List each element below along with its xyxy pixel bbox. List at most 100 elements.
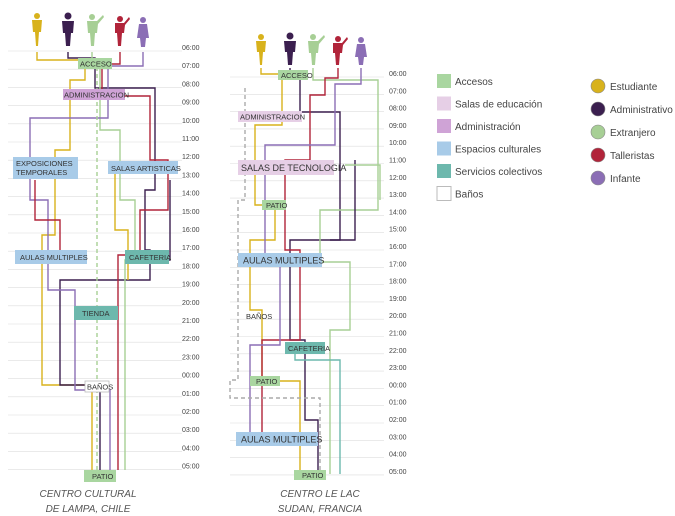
legend-label: Estudiante	[610, 82, 658, 93]
time-tick-label: 17:00	[389, 261, 407, 268]
student-figure-icon	[256, 34, 266, 65]
flow-line	[345, 164, 381, 200]
time-tick-label: 04:00	[182, 445, 200, 452]
space-label-aulas-multiples: AULAS MULTIPLES	[241, 435, 322, 445]
space-label-patio: PATIO	[256, 377, 278, 386]
time-tick-label: 22:00	[182, 336, 200, 343]
student-figure-icon	[32, 13, 42, 46]
flow-line	[330, 160, 356, 241]
right-caption-line2: SUDAN, FRANCIA	[278, 504, 363, 515]
time-tick-label: 23:00	[389, 365, 407, 372]
foreigner-figure-icon	[87, 14, 104, 46]
user-figures-right	[256, 32, 367, 65]
right-time-grid	[230, 76, 384, 476]
time-tick-label: 06:00	[182, 45, 200, 52]
space-label-patio: PATIO	[92, 472, 114, 481]
left-caption-line2: DE LAMPA, CHILE	[46, 504, 131, 515]
time-tick-label: 20:00	[389, 313, 407, 320]
child-figure-icon	[137, 17, 149, 47]
space-label-salas-tecnologia: SALAS DE TECNOLOGIA	[241, 163, 346, 173]
space-label-patio: PATIO	[266, 201, 288, 210]
legend-user-dot	[590, 170, 606, 186]
left-time-axis: 06:00 07:00 08:00 09:00 10:00 11:00 12:00 13:00…	[182, 45, 200, 471]
workshop-leader-figure-icon	[115, 16, 130, 46]
administrative-figure-icon	[284, 32, 296, 65]
time-tick-label: 11:00	[389, 158, 406, 165]
time-tick-label: 04:00	[389, 452, 407, 459]
time-tick-label: 06:00	[389, 71, 407, 78]
time-tick-label: 15:00	[182, 209, 200, 216]
space-label-cafeteria: CAFETERIA	[129, 253, 171, 262]
space-label-administracion: ADMINISTRACION	[64, 91, 129, 100]
time-tick-label: 09:00	[389, 123, 407, 130]
flow-line	[229, 88, 321, 474]
legend-label: Salas de educación	[455, 100, 542, 111]
legend-spaces: Accesos Salas de educación Administración E…	[436, 74, 542, 201]
time-tick-label: 07:00	[182, 63, 200, 70]
legend-label: Extranjero	[610, 128, 656, 139]
time-tick-label: 19:00	[182, 282, 200, 289]
time-tick-label: 00:00	[182, 373, 200, 380]
time-tick-label: 08:00	[389, 106, 407, 113]
space-label-exposiciones-line2: TEMPORALES	[16, 168, 67, 177]
time-tick-label: 10:00	[389, 140, 407, 147]
legend-swatch	[437, 164, 451, 178]
time-tick-label: 08:00	[182, 81, 200, 88]
time-tick-label: 14:00	[182, 191, 200, 198]
time-tick-label: 19:00	[389, 296, 407, 303]
user-figures-left	[32, 12, 149, 47]
time-tick-label: 17:00	[182, 245, 200, 252]
legend-users: Estudiante Administrativo Extranjero Taller…	[590, 78, 673, 186]
space-label-aulas-multiples: AULAS MULTIPLES	[20, 253, 88, 262]
flow-line	[150, 180, 171, 261]
time-tick-label: 22:00	[389, 348, 407, 355]
administrative-figure-icon	[62, 12, 74, 46]
time-tick-label: 01:00	[389, 400, 407, 407]
time-tick-label: 16:00	[389, 244, 407, 251]
legend-user-dot	[590, 101, 606, 117]
legend-label: Administración	[455, 122, 521, 133]
legend-swatch	[436, 186, 452, 201]
time-tick-label: 12:00	[389, 175, 407, 182]
space-label-acceso: ACCESO	[80, 60, 112, 69]
right-caption-line1: CENTRO LE LAC	[280, 489, 360, 500]
right-time-axis: 06:00 07:00 08:00 09:00 10:00 11:00 12:00 13:00…	[389, 71, 407, 476]
space-label-exposiciones: EXPOSICIONES TEMPORALES	[16, 159, 75, 177]
time-tick-label: 11:00	[182, 136, 199, 143]
space-label-banos: BAÑOS	[87, 383, 113, 392]
left-space-labels: ACCESO ADMINISTRACION EXPOSICIONES TEMPO…	[13, 58, 181, 482]
legend-user-dot	[590, 147, 606, 163]
time-tick-label: 21:00	[389, 331, 407, 338]
space-label-administracion: ADMINISTRACION	[240, 113, 305, 122]
workshop-leader-figure-icon	[333, 36, 348, 65]
legend-label: Espacios culturales	[455, 145, 541, 156]
space-label-exposiciones-line1: EXPOSICIONES	[16, 159, 73, 168]
time-tick-label: 07:00	[389, 88, 407, 95]
legend-user-dot	[590, 124, 606, 140]
space-label-aulas-multiples: AULAS MULTIPLES	[243, 256, 324, 266]
flow-line	[312, 68, 379, 474]
flow-line	[29, 52, 144, 470]
space-label-cafeteria: CAFETERIA	[288, 344, 330, 353]
time-tick-label: 02:00	[182, 409, 200, 416]
legend-label: Accesos	[455, 77, 493, 88]
time-tick-label: 00:00	[389, 382, 407, 389]
time-tick-label: 05:00	[182, 464, 200, 471]
legend-label: Talleristas	[610, 151, 654, 162]
left-panel: 06:00 07:00 08:00 09:00 10:00 11:00 12:00 13:00…	[8, 12, 200, 515]
legend-swatch	[437, 141, 451, 156]
time-tick-label: 12:00	[182, 154, 200, 161]
legend-swatch	[437, 96, 451, 111]
legend: Accesos Salas de educación Administración E…	[436, 74, 673, 201]
time-tick-label: 13:00	[389, 192, 407, 199]
time-tick-label: 10:00	[182, 118, 200, 125]
time-tick-label: 05:00	[389, 469, 407, 476]
space-label-banos: BAÑOS	[246, 312, 272, 321]
time-tick-label: 02:00	[389, 417, 407, 424]
legend-swatch	[437, 74, 451, 88]
time-tick-label: 03:00	[182, 427, 200, 434]
time-tick-label: 23:00	[182, 354, 200, 361]
time-tick-label: 13:00	[182, 172, 200, 179]
foreigner-figure-icon	[308, 34, 325, 65]
